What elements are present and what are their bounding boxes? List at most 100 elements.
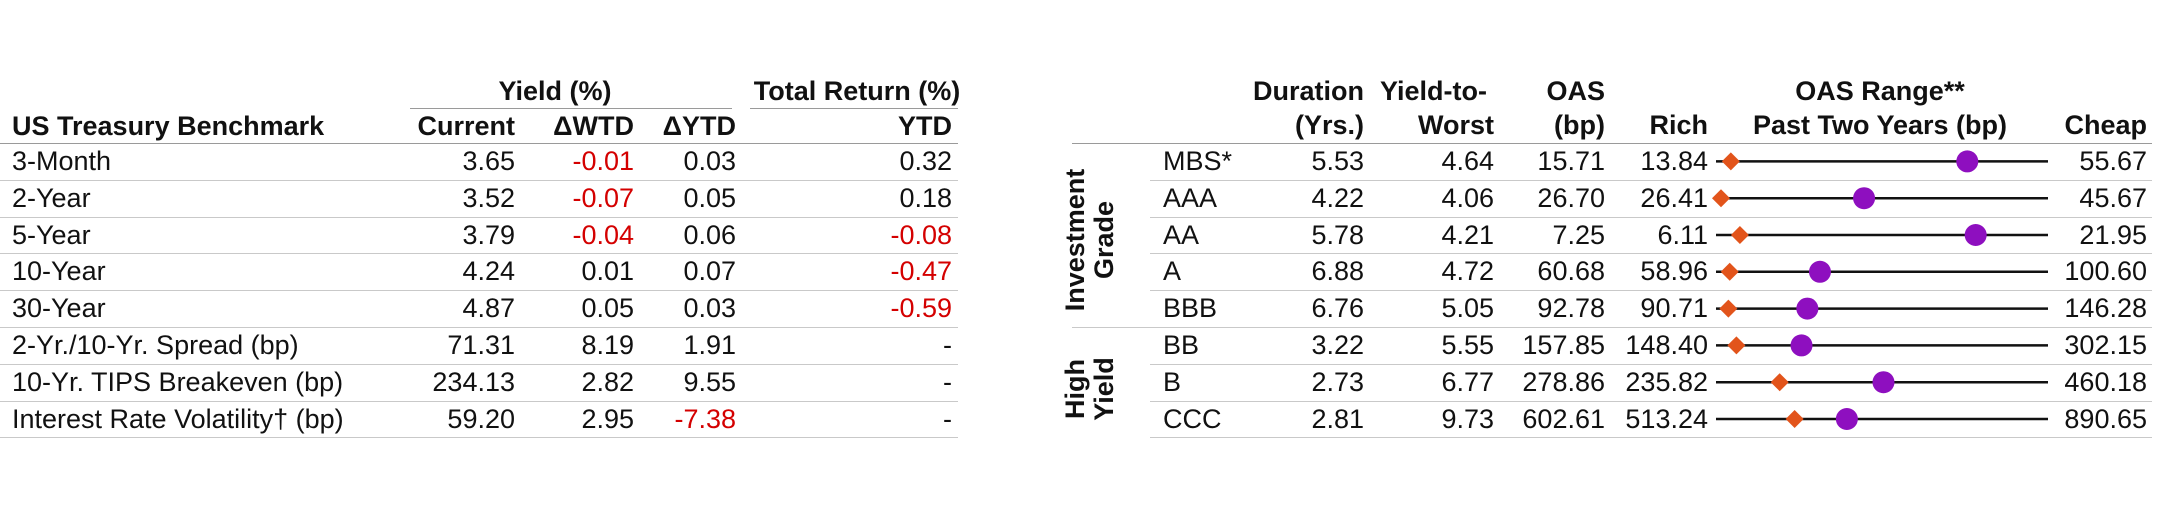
credit-duration: 2.81 <box>1311 403 1364 434</box>
treasury-ytd-return: - <box>943 403 952 434</box>
current-oas-marker <box>1730 226 1749 244</box>
current-oas-marker <box>1721 152 1740 171</box>
row-divider <box>1150 437 2152 439</box>
current-oas-marker <box>1785 410 1804 428</box>
row-divider <box>0 327 958 328</box>
treasury-label: 5-Year <box>12 219 91 250</box>
treasury-ytd-change: 0.03 <box>683 146 736 176</box>
treasury-wtd: -0.04 <box>572 219 634 250</box>
credit-sector: AAA <box>1163 182 1218 213</box>
credit-rich: 58.96 <box>1640 256 1708 287</box>
treasury-ytd-change: -7.38 <box>674 403 736 434</box>
credit-cheap: 55.67 <box>2079 146 2147 176</box>
credit-oas: 278.86 <box>1522 366 1605 397</box>
current-oas-marker <box>1711 189 1730 208</box>
yield-group-header: Yield (%) <box>498 76 612 106</box>
credit-oas: 7.25 <box>1552 219 1605 250</box>
credit-ytw: 4.72 <box>1441 256 1494 287</box>
col-header-wtd: ΔWTD <box>553 111 634 141</box>
row-divider <box>1150 400 2152 402</box>
credit-rich: 90.71 <box>1640 293 1708 324</box>
credit-ytw: 6.77 <box>1441 366 1494 397</box>
credit-ytw: 4.64 <box>1441 146 1494 176</box>
credit-cheap: 890.65 <box>2064 403 2147 434</box>
credit-oas: 602.61 <box>1522 403 1605 434</box>
treasury-wtd: 0.01 <box>581 256 634 287</box>
current-oas-marker <box>1727 336 1746 355</box>
credit-sector: AA <box>1163 219 1200 250</box>
median-oas-marker <box>1808 260 1831 283</box>
col-header-duration-1: Duration <box>1253 76 1364 106</box>
treasury-wtd: 8.19 <box>581 330 634 360</box>
col-header-ytd-change: ΔYTD <box>662 111 736 141</box>
credit-rich: 513.24 <box>1625 403 1708 434</box>
group-divider <box>1072 327 1150 328</box>
col-header-cheap: Cheap <box>2064 110 2147 140</box>
treasury-label: 3-Month <box>12 146 112 176</box>
credit-duration: 5.78 <box>1311 219 1364 250</box>
row-divider <box>0 363 958 365</box>
header-underline <box>0 143 958 144</box>
median-oas-marker <box>1853 187 1876 210</box>
treasury-ytd-return: 0.32 <box>899 146 952 176</box>
credit-ytw: 5.05 <box>1441 293 1494 324</box>
row-divider <box>1150 179 2152 181</box>
treasury-ytd-change: 0.07 <box>683 256 736 287</box>
total-return-group-underline <box>750 108 958 109</box>
treasury-wtd: -0.07 <box>572 182 634 213</box>
treasury-label: 10-Yr. TIPS Breakeven (bp) <box>12 366 344 397</box>
credit-duration: 6.88 <box>1311 256 1364 287</box>
col-header-duration-2: (Yrs.) <box>1294 110 1364 140</box>
median-oas-marker <box>1796 297 1819 320</box>
treasury-wtd: 0.05 <box>581 293 634 324</box>
treasury-ytd-return: - <box>943 330 952 360</box>
current-oas-marker <box>1770 373 1789 392</box>
credit-sector: BB <box>1163 330 1200 360</box>
credit-ytw: 9.73 <box>1441 403 1494 434</box>
credit-ytw: 4.21 <box>1441 219 1494 250</box>
credit-ytw: 5.55 <box>1441 330 1494 360</box>
col-header-ytd-return: YTD <box>898 111 952 141</box>
treasury-ytd-return: - <box>943 366 952 397</box>
treasury-label: Interest Rate Volatility† (bp) <box>12 403 344 434</box>
median-oas-marker <box>1790 334 1813 357</box>
current-oas-marker <box>1720 262 1739 281</box>
median-oas-marker <box>1872 371 1895 394</box>
median-oas-marker <box>1964 224 1987 246</box>
treasury-current: 4.87 <box>462 293 515 324</box>
treasury-wtd: 2.95 <box>581 403 634 434</box>
treasury-current: 3.79 <box>462 219 515 250</box>
treasury-wtd: -0.01 <box>572 146 634 176</box>
credit-cheap: 146.28 <box>2064 293 2147 324</box>
credit-sector: BBB <box>1163 293 1218 324</box>
credit-duration: 5.53 <box>1311 146 1364 176</box>
col-header-ytw-2: Worst <box>1417 110 1494 140</box>
credit-cheap: 45.67 <box>2079 182 2147 213</box>
row-divider <box>0 179 958 181</box>
credit-duration: 3.22 <box>1311 330 1364 360</box>
treasury-current: 3.52 <box>462 182 515 213</box>
col-header-benchmark: US Treasury Benchmark <box>12 111 325 141</box>
credit-rich: 26.41 <box>1640 182 1708 213</box>
col-header-range-2: Past Two Years (bp) <box>1752 110 2008 140</box>
row-divider <box>0 253 958 255</box>
treasury-wtd: 2.82 <box>581 366 634 397</box>
treasury-label: 30-Year <box>12 293 106 324</box>
credit-oas: 60.68 <box>1537 256 1605 287</box>
treasury-ytd-change: 0.05 <box>683 182 736 213</box>
credit-rich: 235.82 <box>1625 366 1708 397</box>
credit-sector: B <box>1163 366 1182 397</box>
total-return-group-header: Total Return (%) <box>753 76 961 106</box>
credit-cheap: 21.95 <box>2079 219 2147 250</box>
credit-cheap: 460.18 <box>2064 366 2147 397</box>
col-header-range-1: OAS Range** <box>1795 76 1965 106</box>
credit-rich: 6.11 <box>1657 219 1708 250</box>
treasury-label: 2-Yr./10-Yr. Spread (bp) <box>12 330 299 360</box>
credit-oas: 157.85 <box>1522 330 1605 360</box>
row-divider <box>1150 253 2152 255</box>
treasury-current: 59.20 <box>447 403 515 434</box>
row-divider <box>0 437 958 439</box>
treasury-ytd-change: 0.03 <box>683 293 736 324</box>
credit-duration: 6.76 <box>1311 293 1364 324</box>
